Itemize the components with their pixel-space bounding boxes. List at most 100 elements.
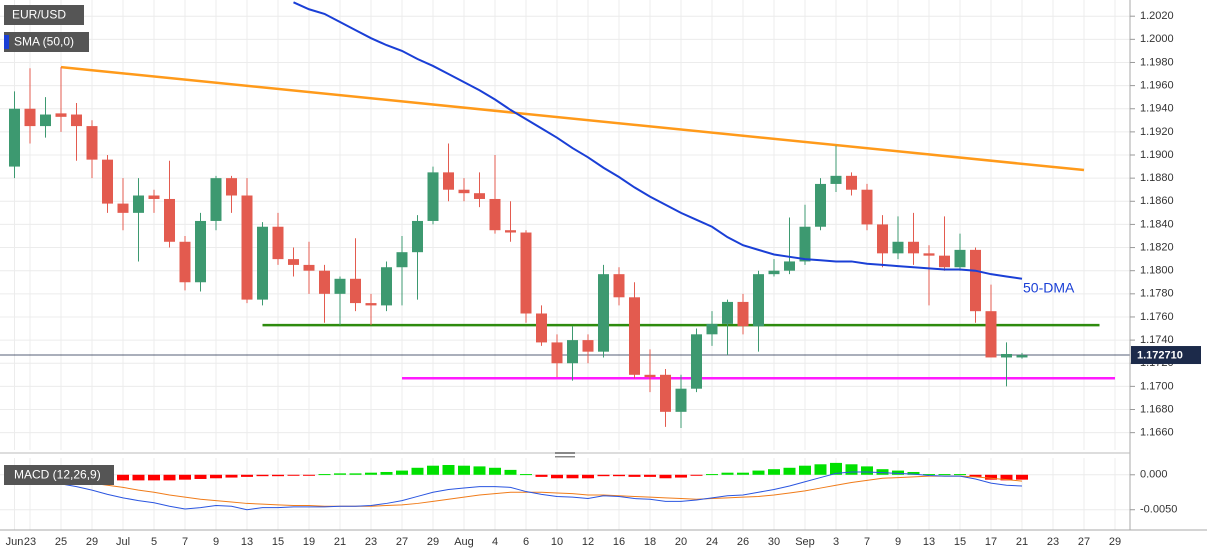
- histogram-bar: [954, 474, 966, 476]
- histogram-bar: [768, 469, 780, 475]
- candle-body: [675, 388, 687, 412]
- y-tick-label: 1.1940: [1140, 103, 1174, 115]
- candle-body: [737, 301, 749, 327]
- candle-body: [753, 274, 764, 327]
- candle-body: [272, 226, 284, 260]
- candle-body: [954, 249, 966, 268]
- histogram-bar: [799, 465, 811, 475]
- x-tick-label: 23: [365, 536, 377, 548]
- candle-body: [582, 340, 594, 352]
- sma-line: [293, 1, 1023, 280]
- candle-body: [660, 374, 671, 412]
- candle-body: [474, 193, 485, 199]
- y-tick-label: 1.2000: [1140, 33, 1174, 45]
- histogram-bar: [892, 470, 904, 475]
- y-tick-label: 1.1880: [1140, 172, 1174, 184]
- histogram-bar: [1000, 474, 1013, 481]
- macd-line: [14, 471, 1023, 511]
- candle-body: [505, 230, 516, 233]
- histogram-bar: [256, 474, 269, 477]
- histogram-bar: [985, 474, 997, 480]
- histogram-bar: [876, 469, 889, 475]
- candle-body: [9, 108, 20, 167]
- x-tick-label: 26: [737, 536, 749, 548]
- last-price-box: [1131, 346, 1201, 365]
- histogram-bar: [923, 474, 935, 476]
- candle-body: [846, 175, 857, 190]
- x-tick-label: 27: [396, 536, 408, 548]
- candle-body: [350, 278, 361, 304]
- candle-body: [722, 301, 733, 324]
- x-tick-label: 30: [768, 536, 780, 548]
- histogram-bar: [814, 464, 827, 475]
- histogram-bar: [148, 474, 160, 481]
- last-price-label: 1.172710: [1137, 349, 1183, 361]
- candle-body: [24, 108, 36, 127]
- histogram-bar: [659, 474, 672, 479]
- histogram-bar: [349, 473, 362, 475]
- histogram-bar: [830, 462, 842, 475]
- candle-body: [536, 313, 547, 343]
- symbol: EUR/USD: [12, 8, 66, 22]
- y-tick-label: 1.1740: [1140, 334, 1174, 346]
- candle-body: [365, 303, 377, 306]
- histogram-bar: [628, 474, 641, 477]
- histogram-bar: [783, 467, 796, 475]
- x-tick-label: 9: [213, 536, 219, 548]
- histogram-bar: [566, 474, 579, 479]
- histogram-bar: [520, 474, 532, 476]
- candle-body: [1016, 355, 1028, 358]
- x-tick-label: 12: [582, 536, 594, 548]
- histogram-bar: [194, 474, 207, 479]
- y-tick-label: 1.1960: [1140, 80, 1174, 92]
- x-tick-label: 13: [923, 536, 935, 548]
- histogram-bar: [644, 474, 656, 477]
- candle-body: [226, 178, 237, 196]
- trendline: [60, 65, 1085, 172]
- x-tick-label: 27: [1078, 536, 1090, 548]
- candle-body: [970, 249, 981, 312]
- histogram-bar: [365, 472, 377, 475]
- x-tick-label: 20: [675, 536, 687, 548]
- histogram-bar: [318, 474, 331, 476]
- candle-body: [195, 220, 206, 283]
- resize-handle[interactable]: [555, 452, 575, 454]
- y-tick-label: 1.1820: [1140, 241, 1174, 253]
- candle-body: [706, 323, 718, 335]
- x-tick-label: 18: [644, 536, 656, 548]
- candle-body: [815, 183, 826, 227]
- candle-body: [939, 255, 950, 268]
- candle-body: [71, 114, 82, 127]
- x-tick-label: 23: [24, 536, 36, 548]
- histogram-bar: [117, 474, 129, 481]
- x-tick-label: Jun: [6, 536, 24, 548]
- candle-body: [303, 264, 315, 271]
- x-tick-label: 15: [272, 536, 284, 548]
- candle-body: [551, 342, 563, 364]
- candle-body: [427, 172, 439, 221]
- x-tick-label: 24: [706, 536, 718, 548]
- x-tick-label: 29: [427, 536, 439, 548]
- candle-body: [334, 278, 346, 294]
- histogram-bar: [969, 474, 982, 477]
- candle-body: [830, 175, 842, 184]
- candle-body: [629, 297, 640, 375]
- x-tick-label: Aug: [454, 536, 474, 548]
- candle-body: [861, 189, 873, 225]
- x-tick-label: 29: [1109, 536, 1121, 548]
- histogram-bar: [907, 471, 920, 475]
- y-tick-label: 1.1920: [1140, 126, 1174, 138]
- x-tick-label: 13: [241, 536, 253, 548]
- x-tick-label: Jul: [116, 536, 130, 548]
- candle-body: [691, 334, 702, 389]
- x-tick-label: 9: [895, 536, 901, 548]
- legend-box: [4, 32, 89, 52]
- y-tick-label: 1.1700: [1140, 380, 1174, 392]
- candle-body: [148, 195, 160, 199]
- y-tick-label: 1.1760: [1140, 311, 1174, 323]
- candle-body: [877, 224, 888, 254]
- candle-body: [396, 252, 408, 268]
- y-tick-label: 1.1980: [1140, 56, 1174, 68]
- histogram-bar: [473, 466, 486, 475]
- y-tick-label: 1.1860: [1140, 195, 1174, 207]
